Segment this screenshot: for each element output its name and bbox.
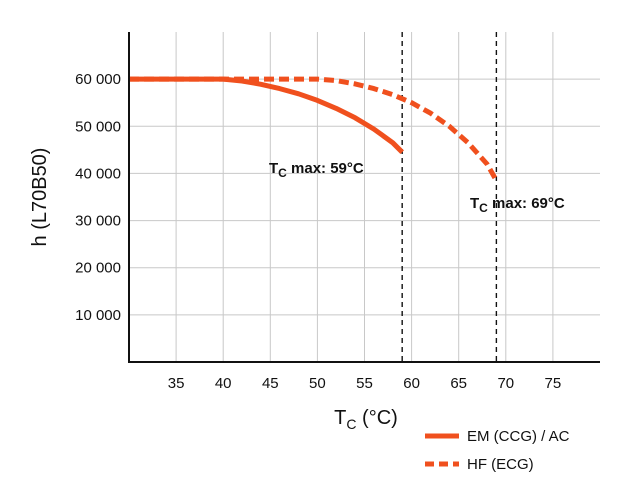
x-axis-title-main: T <box>334 407 346 429</box>
x-tick-label: 75 <box>545 375 562 392</box>
x-tick-label: 50 <box>309 375 326 392</box>
y-tick-label: 30 000 <box>75 213 121 230</box>
x-tick-label: 65 <box>450 375 467 392</box>
tc-max-69-label: TC max: 69°C <box>470 195 565 215</box>
tc-max-69-sub: C <box>479 201 488 215</box>
tc-max-59-main: T <box>269 160 278 177</box>
y-tick-label: 20 000 <box>75 260 121 277</box>
tc-max-59-rest: max: 59°C <box>287 160 364 177</box>
series-line-2 <box>129 76 499 182</box>
series-line-1 <box>129 76 404 154</box>
series-lines <box>129 76 499 182</box>
y-tick-label: 60 000 <box>75 71 121 88</box>
tc-max-lines <box>401 32 498 362</box>
x-tick-label: 70 <box>497 375 514 392</box>
y-tick-label: 50 000 <box>75 118 121 135</box>
x-tick-labels: 35 40 45 50 55 60 65 70 75 <box>168 375 561 392</box>
axes <box>128 32 600 363</box>
x-axis-title: TC (°C) <box>334 407 398 432</box>
tc-max-59-sub: C <box>278 166 287 180</box>
y-axis-title: h (L70B50) <box>29 148 51 247</box>
legend-label-em: EM (CCG) / AC <box>467 428 570 445</box>
x-tick-label: 55 <box>356 375 373 392</box>
x-tick-label: 40 <box>215 375 232 392</box>
x-axis-title-sub: C <box>346 416 356 432</box>
x-tick-label: 45 <box>262 375 279 392</box>
tc-max-59-label: TC max: 59°C <box>269 160 364 180</box>
y-tick-label: 40 000 <box>75 165 121 182</box>
legend-label-hf: HF (ECG) <box>467 456 534 473</box>
legend: EM (CCG) / AC HF (ECG) <box>425 428 570 473</box>
y-tick-label: 10 000 <box>75 307 121 324</box>
tc-max-69-main: T <box>470 195 479 212</box>
tc-max-69-rest: max: 69°C <box>488 195 565 212</box>
y-tick-labels: 10 000 20 000 30 000 40 000 50 000 60 000 <box>75 71 121 324</box>
x-tick-label: 35 <box>168 375 185 392</box>
x-axis-title-unit: (°C) <box>357 407 398 429</box>
x-tick-label: 60 <box>403 375 420 392</box>
